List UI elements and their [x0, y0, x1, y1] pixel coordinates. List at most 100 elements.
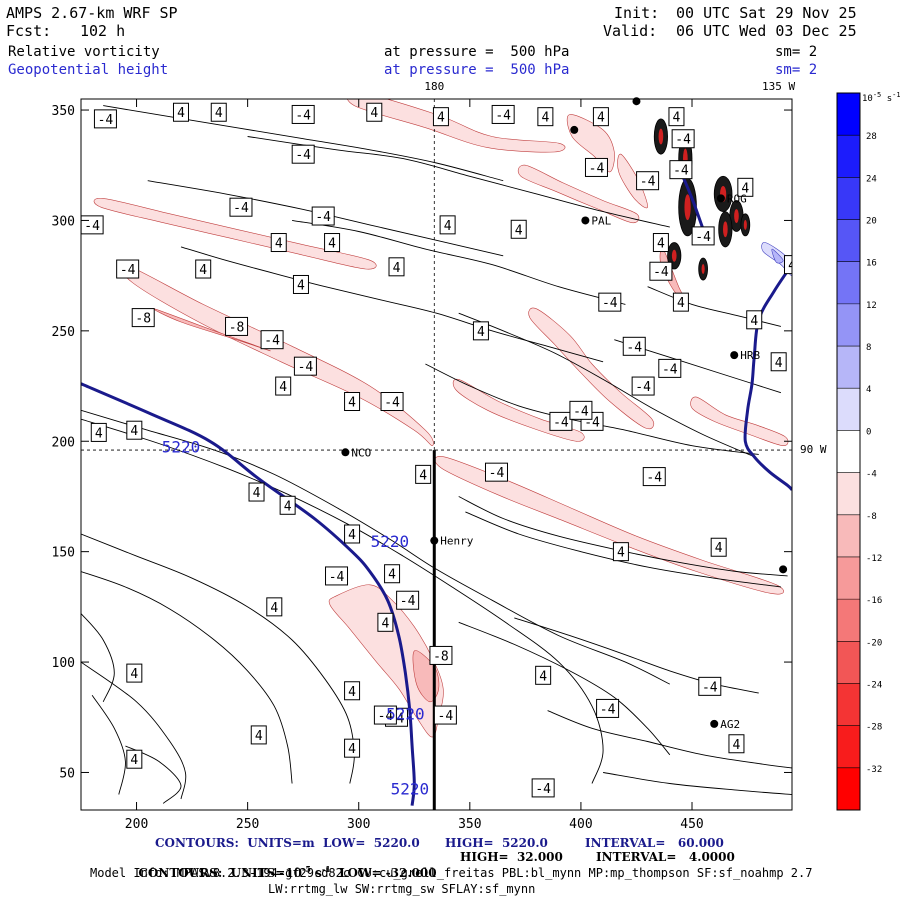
- contour-label-box: [270, 233, 287, 253]
- colorbar-bin: [837, 261, 860, 305]
- vorticity-contour-line: [247, 136, 670, 228]
- field2-level: at pressure = 500 hPa: [384, 62, 570, 78]
- contour-label-text: -4: [329, 570, 345, 585]
- station-label: Henry: [440, 535, 473, 548]
- contour-label: -4: [669, 160, 693, 180]
- colorbar-tick-label: -28: [866, 723, 882, 733]
- vorticity-contour-line: [547, 710, 792, 769]
- contour-label-text: 4: [284, 499, 292, 514]
- contour-label-box: [126, 663, 143, 683]
- station-label: NCO: [351, 446, 371, 459]
- contour-label: 4: [672, 292, 689, 312]
- height-contour-line: [743, 263, 792, 491]
- contour-label-box: [652, 233, 669, 253]
- colorbar-bin: [837, 767, 860, 811]
- station-dot: [570, 125, 579, 134]
- contour-label-box: [266, 597, 283, 617]
- contour-label-box: [728, 734, 745, 754]
- contour-label: 4: [439, 215, 456, 235]
- contour-label-box: [344, 738, 361, 758]
- contour-label: -4: [396, 590, 420, 610]
- station-dot: [341, 448, 350, 457]
- vorticity-contour-interval: INTERVAL= 4.0000: [596, 850, 735, 864]
- contour-label: -4: [658, 358, 682, 378]
- contour-label: 4: [537, 107, 554, 127]
- contour-label-box: [172, 102, 189, 122]
- vorticity-units-exp1: -5: [302, 864, 311, 874]
- contour-label: 4: [292, 274, 309, 294]
- colorbar-bin: [837, 388, 860, 431]
- contour-label: 4: [248, 482, 265, 502]
- contour-label: -4: [636, 171, 660, 191]
- colorbar-bin: [837, 641, 860, 684]
- contour-label-box: [291, 144, 315, 164]
- contour-label-text: 4: [270, 601, 278, 616]
- contour-label-box: [484, 462, 508, 482]
- vorticity-contour-line: [603, 772, 792, 795]
- contour-label: -4: [291, 144, 315, 164]
- contour-label: -8: [131, 308, 155, 328]
- contour-label-box: [649, 261, 673, 281]
- contour-label: 4: [377, 612, 394, 632]
- vorticity-units-text: CONTOURS: UNITS=10: [138, 866, 302, 880]
- contour-label: -4: [433, 705, 457, 725]
- contour-label-box: [596, 698, 620, 718]
- contour-label-text: 4: [275, 237, 283, 252]
- field1-smoothing: sm= 2: [775, 44, 818, 60]
- contour-label-box: [672, 292, 689, 312]
- y-tick-label: 350: [52, 104, 75, 119]
- contour-label: 4: [710, 537, 727, 557]
- vorticity-maximum-core: [701, 264, 705, 274]
- contour-label-box: [373, 705, 397, 725]
- contour-label-text: 4: [419, 468, 427, 483]
- colorbar-bin: [837, 177, 860, 221]
- x-tick-label: 450: [680, 817, 703, 832]
- contour-label-text: 4: [393, 261, 401, 276]
- vorticity-shading: [93, 99, 792, 738]
- contour-label-box: [344, 524, 361, 544]
- height-contour-label: 5220: [371, 532, 410, 551]
- grid-label-vertical: 180: [424, 80, 444, 93]
- colorbar-units-s-exp: -1: [892, 91, 900, 99]
- station-dot: [581, 216, 590, 225]
- station-dot: [632, 97, 641, 106]
- negative-vorticity-region: [517, 164, 640, 224]
- contour-label: 4: [324, 233, 341, 253]
- model-info-physics: LW:rrtmg_lw SW:rrtmg_sw SFLAY:sf_mynn: [268, 882, 536, 896]
- contour-label: 4: [250, 725, 267, 745]
- contour-label-text: -4: [233, 201, 249, 216]
- model-title: AMPS 2.67-km WRF SP: [6, 4, 178, 22]
- contour-label-text: -4: [298, 360, 314, 375]
- contour-label-box: [291, 104, 315, 124]
- contour-label-text: 4: [130, 667, 138, 682]
- vorticity-contour-line: [81, 661, 187, 800]
- contour-label-text: 4: [715, 541, 723, 556]
- colorbar-tick-label: 24: [866, 174, 877, 184]
- contour-label-box: [344, 681, 361, 701]
- height-contour-interval: INTERVAL= 60.000: [585, 836, 724, 850]
- contour-label: 4: [737, 177, 754, 197]
- contour-label: 4: [90, 422, 107, 442]
- contour-label-text: -4: [495, 108, 511, 123]
- contour-label-box: [325, 566, 349, 586]
- contour-label: 4: [344, 681, 361, 701]
- height-contour-summary: CONTOURS: UNITS=m LOW= 5220.0: [155, 836, 420, 850]
- contour-label-box: [537, 107, 554, 127]
- contour-label-box: [116, 259, 140, 279]
- contour-label: -4: [698, 676, 722, 696]
- vorticity-contour-line: [81, 571, 293, 784]
- contour-label: -4: [325, 566, 349, 586]
- field1-name: Relative vorticity: [8, 44, 160, 60]
- height-labels: 5220 5220 5220 5220: [162, 437, 429, 798]
- contour-label-text: 4: [437, 111, 445, 126]
- contour-label: 4: [266, 597, 283, 617]
- colorbar-tick-label: -24: [866, 680, 882, 690]
- height-contour-label: 5220: [386, 704, 425, 723]
- vorticity-contour-line: [91, 694, 126, 795]
- contour-label: 4: [668, 107, 685, 127]
- colorbar-bin: [837, 219, 860, 263]
- contour-label-box: [195, 259, 212, 279]
- grid-label-horizontal: 90 W: [800, 443, 827, 456]
- colorbar-bin: [837, 725, 860, 769]
- contour-label-text: -4: [553, 415, 569, 430]
